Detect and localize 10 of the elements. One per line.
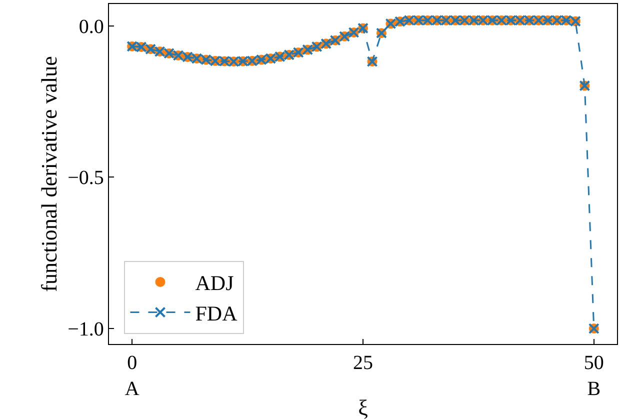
x-tick-label: 0 A [124, 352, 140, 400]
x-axis-title: ξ [358, 395, 368, 420]
x-tick-label: 50 B [584, 352, 604, 400]
y-tick-label: −1.0 [68, 318, 104, 341]
x-tick-label: 25 [353, 352, 373, 374]
y-tick-label: 0.0 [78, 16, 104, 38]
y-axis-title: functional derivative value [36, 56, 62, 292]
legend-label: ADJ [195, 271, 234, 296]
legend-label: FDA [195, 301, 238, 326]
y-tick-label: −0.5 [68, 167, 104, 190]
